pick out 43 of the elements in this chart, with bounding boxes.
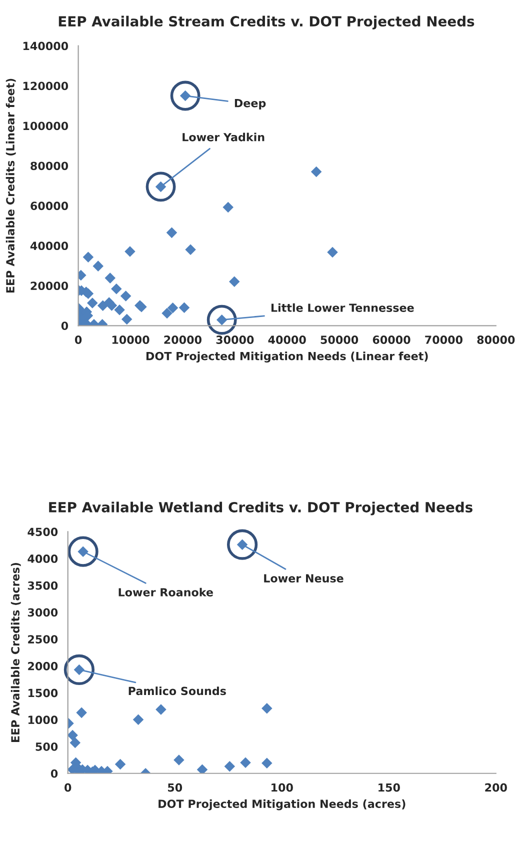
x-tick-label: 70000 — [425, 336, 462, 344]
x-axis-title: DOT Projected Mitigation Needs (Linear feet) — [146, 352, 428, 363]
y-tick-label: 0 — [50, 769, 58, 778]
y-tick-label: 1500 — [28, 688, 58, 698]
annotation: Lower Yadkin — [182, 132, 264, 142]
chart-title: EEP Available Wetland Credits v. DOT Projected Needs — [49, 502, 472, 516]
y-tick-label: 80000 — [30, 162, 68, 170]
x-tick-label: 100 — [272, 783, 293, 792]
annotation: Lower Neuse — [264, 574, 344, 583]
y-tick-label: 60000 — [30, 202, 68, 210]
y-axis-title: EEP Available Credits (acres) — [10, 562, 21, 742]
x-tick-label: 40000 — [268, 336, 306, 344]
y-axis-title: EEP Available Credits (Linear feet) — [6, 78, 16, 293]
x-tick-label: 80000 — [477, 336, 515, 344]
y-tick-label: 4000 — [28, 554, 58, 563]
y-tick-label: 120000 — [23, 82, 68, 90]
y-tick-label: 2000 — [28, 662, 58, 670]
x-tick-label: 10000 — [112, 336, 150, 344]
x-tick-label: 60000 — [372, 336, 410, 344]
x-tick-label: 0 — [74, 336, 82, 344]
x-tick-label: 30000 — [216, 336, 254, 344]
x-tick-label: 50000 — [320, 336, 358, 344]
annotation: Lower Roanoke — [118, 588, 213, 596]
y-tick-label: 4500 — [28, 528, 58, 536]
x-axis-title: DOT Projected Mitigation Needs (acres) — [158, 799, 406, 810]
annotation: Deep — [234, 99, 266, 110]
y-tick-label: 0 — [61, 322, 68, 330]
annotation: Pamlico Sounds — [128, 686, 226, 696]
x-tick-label: 20000 — [164, 336, 202, 344]
x-tick-label: 150 — [378, 783, 400, 792]
y-tick-label: 100000 — [23, 122, 68, 130]
x-tick-label: 50 — [168, 783, 182, 792]
y-tick-label: 40000 — [30, 242, 68, 250]
y-tick-label: 3500 — [28, 581, 58, 590]
y-tick-label: 3000 — [28, 608, 58, 617]
y-tick-label: 1000 — [28, 716, 58, 724]
chart-title: EEP Available Stream Credits v. DOT Projected Needs — [58, 16, 474, 30]
x-tick-label: 200 — [485, 783, 507, 792]
y-tick-label: 2500 — [28, 635, 58, 644]
y-tick-label: 140000 — [23, 42, 68, 50]
annotation: Little Lower Tennessee — [271, 303, 414, 312]
y-tick-label: 20000 — [30, 282, 68, 290]
y-tick-label: 500 — [36, 742, 58, 751]
